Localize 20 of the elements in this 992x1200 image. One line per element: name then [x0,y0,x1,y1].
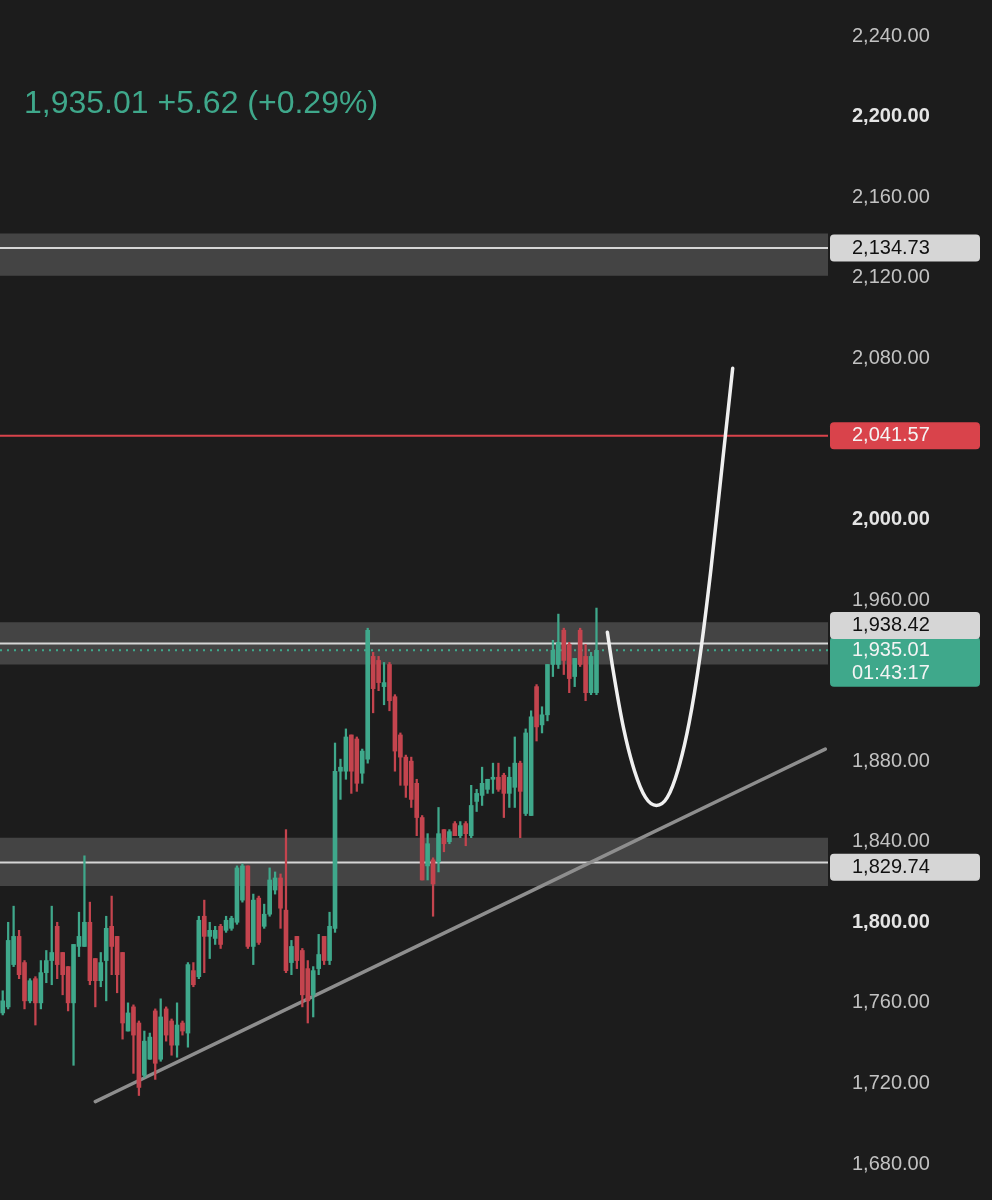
y-tick-label: 1,800.00 [852,909,930,932]
y-tick-label: 2,120.00 [852,265,930,288]
y-tick-label: 1,720.00 [852,1070,930,1093]
text: 1,935.01 +5.62 (+0.29%) [24,84,379,121]
y-tick-label: 1,880.00 [852,748,930,771]
y-tick-label: 1,760.00 [852,990,930,1013]
ref-line-label: 2,134.73 [852,235,930,258]
ref-line-label: 1,938.42 [852,613,930,636]
line-series [605,366,735,808]
y-tick-label: 2,000.00 [852,506,930,529]
y-tick-label: 2,240.00 [852,23,930,46]
ref-line-label: 1,935.01 01:43:17 [852,637,930,683]
y-tick-label: 1,960.00 [852,587,930,610]
y-tick-label: 2,160.00 [852,184,930,207]
y-tick-label: 2,080.00 [852,345,930,368]
ref-line-label: 2,041.57 [852,423,930,446]
y-tick-label: 1,680.00 [852,1151,930,1174]
y-tick-label: 1,840.00 [852,829,930,852]
ref-line-label: 1,829.74 [852,854,930,877]
y-tick-label: 2,200.00 [852,104,930,127]
